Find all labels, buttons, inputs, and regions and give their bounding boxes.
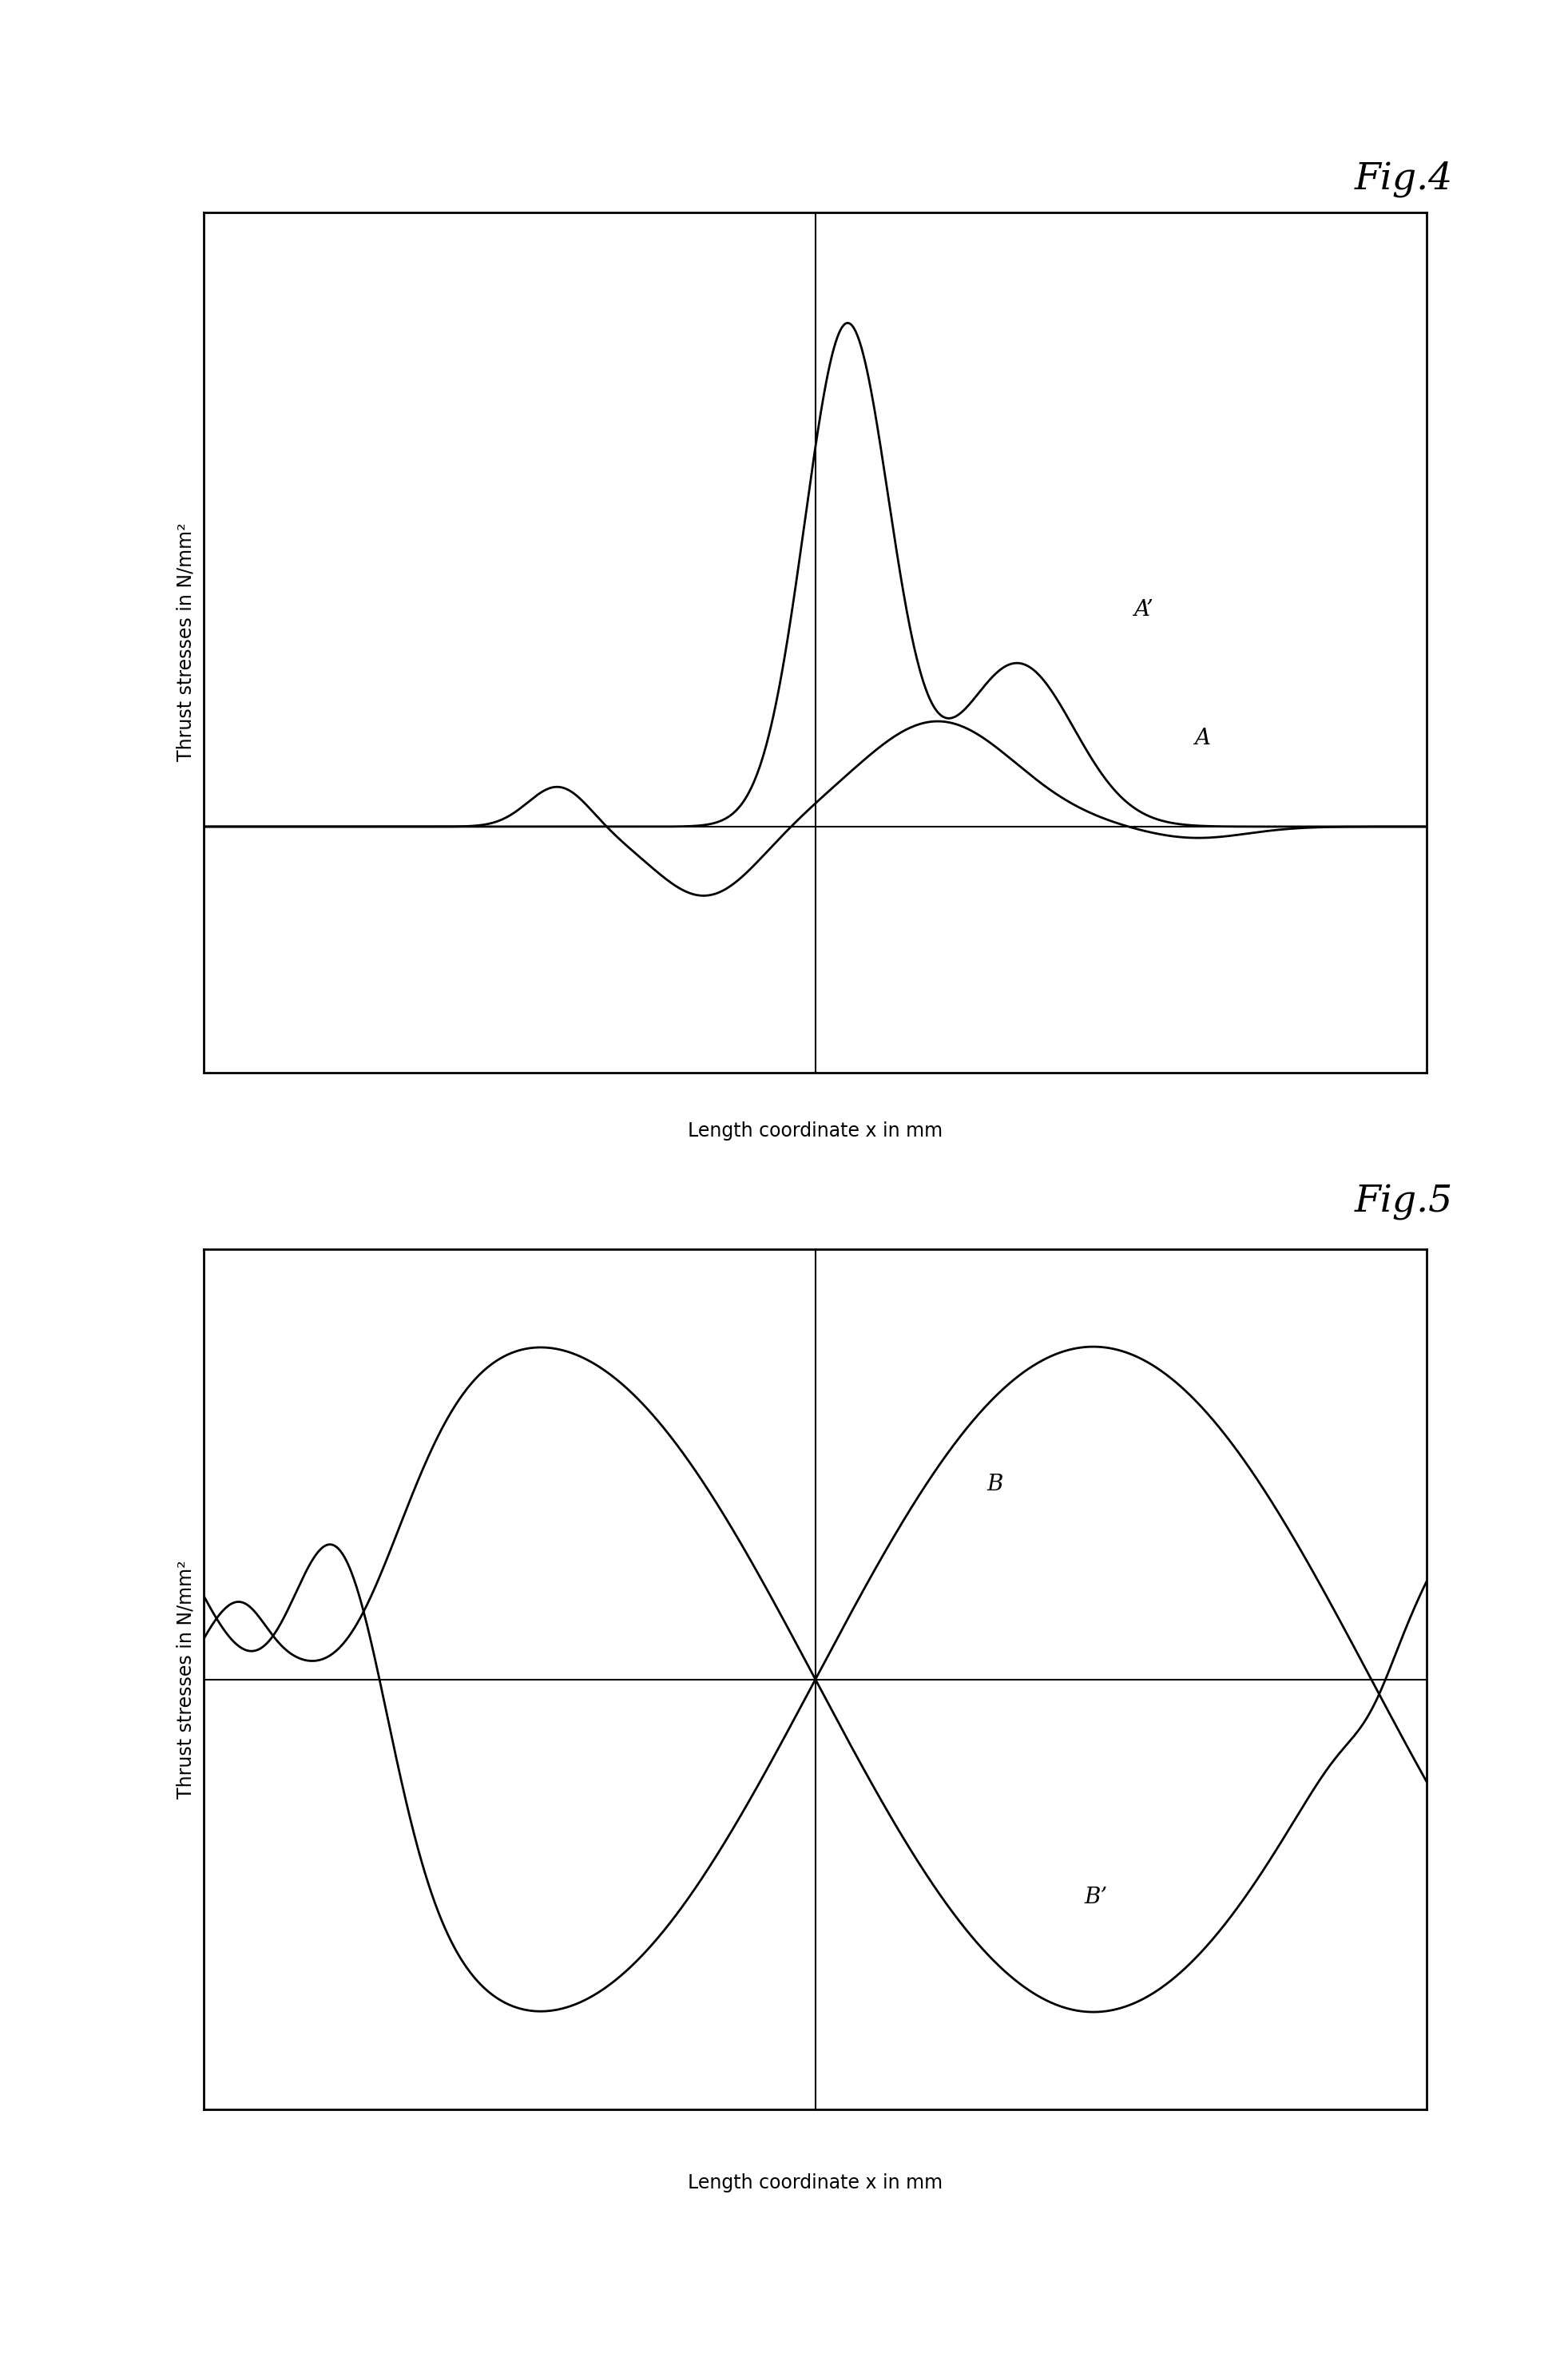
Y-axis label: Thrust stresses in N/mm²: Thrust stresses in N/mm² [176,1560,194,1798]
Text: B’: B’ [1085,1886,1109,1907]
Text: Length coordinate x in mm: Length coordinate x in mm [688,1122,942,1141]
Text: Fig.4: Fig.4 [1355,160,1452,198]
Text: A: A [1195,728,1210,750]
Y-axis label: Thrust stresses in N/mm²: Thrust stresses in N/mm² [176,523,194,761]
Text: Length coordinate x in mm: Length coordinate x in mm [688,2173,942,2192]
Text: B: B [986,1473,1004,1494]
Text: Fig.5: Fig.5 [1355,1183,1452,1221]
Text: A’: A’ [1134,599,1152,620]
